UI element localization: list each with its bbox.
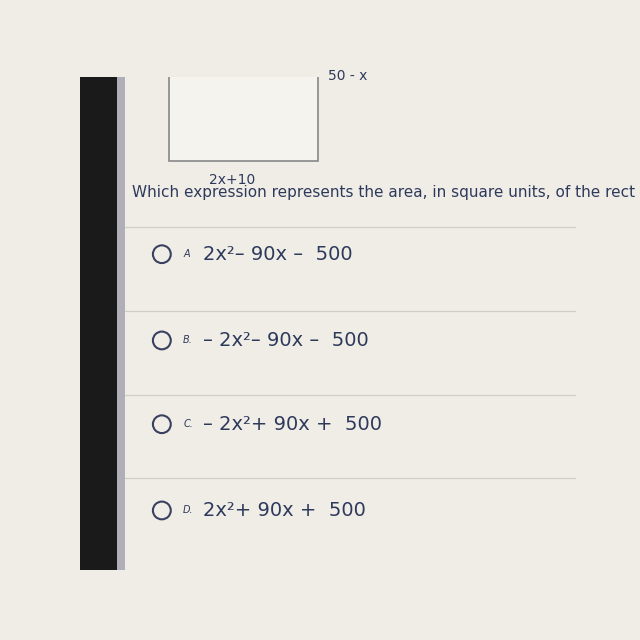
Text: – 2x²– 90x –  500: – 2x²– 90x – 500 <box>203 331 369 350</box>
Text: C.: C. <box>183 419 193 429</box>
Bar <box>117 77 125 570</box>
Text: 2x+10: 2x+10 <box>209 173 255 187</box>
Text: 2x²+ 90x +  500: 2x²+ 90x + 500 <box>203 501 366 520</box>
Bar <box>80 77 117 570</box>
Text: – 2x²+ 90x +  500: – 2x²+ 90x + 500 <box>203 415 382 434</box>
Bar <box>169 62 318 161</box>
Text: 50 - x: 50 - x <box>328 69 367 83</box>
Text: 2x²– 90x –  500: 2x²– 90x – 500 <box>203 244 353 264</box>
Text: A: A <box>183 249 190 259</box>
Text: D.: D. <box>183 506 194 515</box>
Text: Which expression represents the area, in square units, of the rect: Which expression represents the area, in… <box>132 185 636 200</box>
Text: B.: B. <box>183 335 193 346</box>
